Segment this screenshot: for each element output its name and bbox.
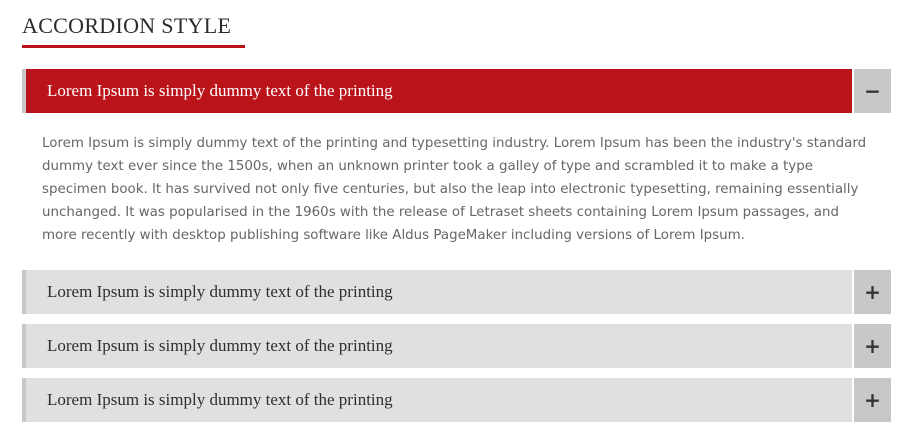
collapse-icon[interactable]: −	[852, 69, 891, 113]
page-title: ACCORDION STYLE	[22, 13, 232, 38]
accordion-item-1: Lorem Ipsum is simply dummy text of the …	[22, 69, 891, 113]
accordion-item-4: Lorem Ipsum is simply dummy text of the …	[22, 378, 891, 422]
accordion-body-1: Lorem Ipsum is simply dummy text of the …	[42, 136, 867, 243]
accordion-item-3: Lorem Ipsum is simply dummy text of the …	[22, 324, 891, 368]
accordion-header-4[interactable]: Lorem Ipsum is simply dummy text of the …	[22, 378, 891, 422]
accordion-item-2: Lorem Ipsum is simply dummy text of the …	[22, 270, 891, 314]
accordion-title-4: Lorem Ipsum is simply dummy text of the …	[47, 390, 393, 409]
accordion-title-3: Lorem Ipsum is simply dummy text of the …	[47, 336, 393, 355]
expand-icon[interactable]: +	[852, 378, 891, 422]
expand-icon[interactable]: +	[852, 270, 891, 314]
title-underline	[22, 45, 245, 48]
accordion-header-1[interactable]: Lorem Ipsum is simply dummy text of the …	[22, 69, 891, 113]
accordion-title-1: Lorem Ipsum is simply dummy text of the …	[47, 81, 393, 100]
accordion-header-3[interactable]: Lorem Ipsum is simply dummy text of the …	[22, 324, 891, 368]
expand-icon[interactable]: +	[852, 324, 891, 368]
accordion-title-2: Lorem Ipsum is simply dummy text of the …	[47, 282, 393, 301]
accordion-header-2[interactable]: Lorem Ipsum is simply dummy text of the …	[22, 270, 891, 314]
